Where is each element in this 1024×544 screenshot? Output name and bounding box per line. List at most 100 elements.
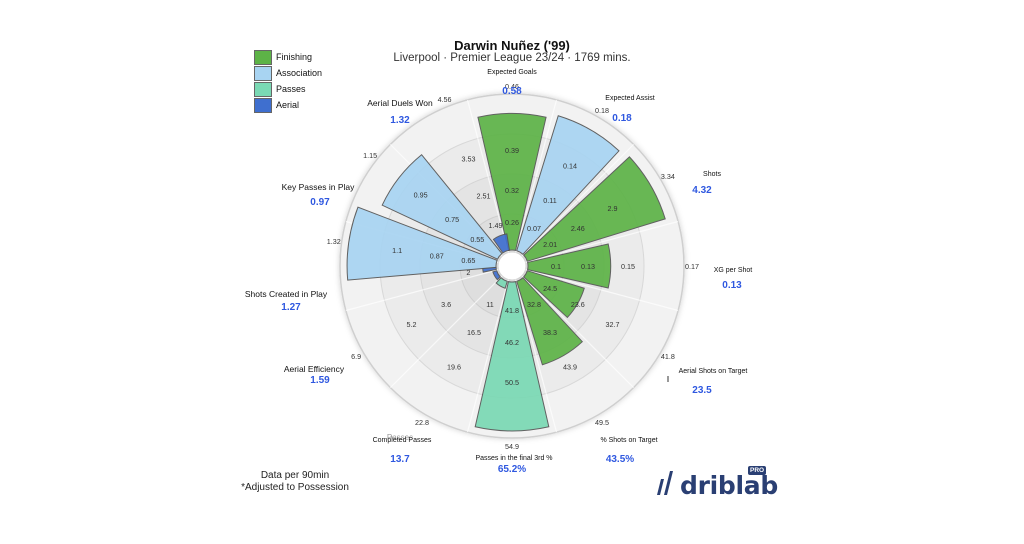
tick-label: 0.13 (581, 262, 595, 271)
legend-swatch-association (254, 65, 272, 81)
category-label: Aerial Shots on Target (679, 368, 748, 375)
tick-label: 49.5 (595, 418, 609, 427)
brand-wordmark: driblab (680, 471, 778, 500)
tick-label: 6.9 (351, 352, 361, 361)
legend-label-finishing: Finishing (276, 52, 313, 62)
footnote-line-2: *Adjusted to Possession (241, 482, 349, 493)
category-label: Shots Created in Play (245, 289, 328, 299)
brand-logo: driblab PRO (654, 463, 778, 503)
category-label: Aerial Duels Won (367, 98, 433, 108)
footnote-line-1: Data per 90min (260, 470, 330, 481)
brand-pro-badge: PRO (748, 466, 767, 475)
footnote: Data per 90min *Adjusted to Possession (240, 470, 350, 494)
tick-label: 0.26 (505, 218, 519, 227)
category-label: XG per Shot (714, 267, 753, 274)
tick-label: 1.49 (489, 221, 503, 230)
category-label: Shots (703, 171, 721, 178)
category-label: Aerial Efficiency (284, 364, 345, 374)
tick-label: 41.8 (661, 352, 675, 361)
spoke-line (345, 269, 499, 312)
brand-mark-icon (657, 471, 673, 495)
tick-label: 0.1 (551, 262, 561, 271)
category-value: 0.97 (310, 197, 330, 208)
spoke-line (389, 275, 503, 389)
tick-label: 19.6 (447, 362, 461, 371)
tick-label: 46.2 (505, 338, 519, 347)
radar-bar (523, 156, 666, 262)
radar-bar-group (474, 280, 550, 432)
legend-item-aerial: Aerial (254, 97, 322, 113)
category-label: Passes in the final 3rd % (475, 455, 552, 462)
tick-label: 2 (466, 268, 470, 277)
radar-bar (474, 280, 550, 432)
radar-bar (492, 233, 511, 254)
category-value: 0.58 (502, 86, 522, 97)
legend-swatch-passes (254, 81, 272, 97)
radar-bar (381, 154, 503, 260)
legend-item-finishing: Finishing (254, 49, 322, 65)
tick-label: 0.15 (621, 262, 635, 271)
legend-label-passes: Passes (276, 84, 306, 94)
radar-bar-group (495, 277, 508, 289)
tick-label: 2.9 (607, 204, 617, 213)
spoke-line (525, 269, 679, 312)
tick-label: 2.46 (571, 224, 585, 233)
category-value: 43.5% (606, 454, 634, 465)
category-label: Completed Passes (373, 437, 432, 444)
tick-label: 5.2 (407, 320, 417, 329)
radar-bar (495, 277, 508, 289)
category-value: 65.2% (498, 464, 526, 475)
tick-label: 2.01 (543, 240, 557, 249)
category-label: Expected Goals (487, 69, 537, 76)
tick-label: 2.51 (477, 192, 491, 201)
radar-bar (516, 115, 620, 255)
ring-center (497, 251, 527, 281)
radar-bar-group (516, 277, 584, 366)
tick-label: 0.17 (685, 262, 699, 271)
radar-bar-group (492, 233, 511, 254)
spoke-line (515, 279, 558, 433)
tick-label: 0.14 (563, 162, 577, 171)
category-value: 0.13 (722, 280, 742, 291)
tick-label: 16.5 (467, 328, 481, 337)
radar-bar-group (381, 154, 503, 260)
radar-bar (492, 270, 501, 281)
tick-label: 43.9 (563, 362, 577, 371)
category-value: 23.5 (692, 385, 712, 396)
tick-label: 4.56 (438, 95, 452, 104)
legend-item-passes: Passes (254, 81, 322, 97)
radar-bar (477, 112, 547, 252)
tick-label: 0.18 (595, 106, 609, 115)
tick-label: 0.39 (505, 146, 519, 155)
spoke-line (525, 220, 679, 263)
tick-label: 0.11 (543, 196, 556, 205)
category-value: 13.7 (390, 454, 410, 465)
tick-label: 41.8 (505, 306, 519, 315)
tick-label: 0.46 (505, 82, 519, 91)
tick-label: 3.34 (661, 172, 675, 181)
legend-swatch-aerial (254, 97, 272, 113)
tick-label: 3.6 (441, 300, 451, 309)
tick-label: 50.5 (505, 378, 519, 387)
category-value: 1.32 (390, 115, 410, 126)
radar-bar-group (492, 270, 501, 281)
tick-label: 54.9 (505, 442, 519, 451)
radar-bar-group (526, 243, 612, 289)
legend-label-aerial: Aerial (276, 100, 300, 110)
legend-label-association: Association (276, 68, 323, 78)
chart-title: Darwin Nuñez ('99) (454, 38, 570, 53)
tick-label: 0.07 (527, 224, 541, 233)
spoke-line (515, 99, 558, 253)
tick-label: 1.1 (392, 246, 402, 255)
category-value: 1.59 (310, 375, 330, 386)
radar-bar-group (346, 206, 498, 281)
tick-label: 38.3 (543, 328, 557, 337)
tick-label: 1.32 (327, 237, 341, 246)
radar-bar (523, 270, 585, 319)
spoke-line (466, 99, 509, 253)
radar-bar (346, 206, 498, 281)
tick-label: 1.15 (363, 151, 377, 160)
tick-label: 32.7 (605, 320, 619, 329)
